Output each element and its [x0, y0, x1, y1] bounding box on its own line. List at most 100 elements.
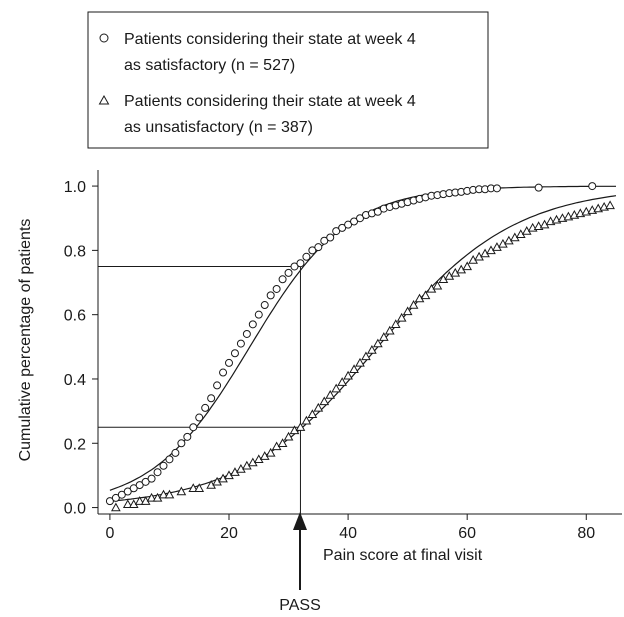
legend-entry-1-line-1: Patients considering their state at week…	[124, 31, 416, 48]
x-tick-label: 0	[105, 525, 114, 542]
legend-circle-marker	[99, 33, 109, 43]
circle-marker	[195, 413, 204, 422]
circle-marker	[254, 310, 263, 319]
triangle-marker	[122, 499, 133, 509]
circle-marker	[219, 368, 228, 377]
axes: 0 20 40 60 80 0.0 0.2 0.4 0.6 0.8 1.0	[64, 170, 622, 542]
legend-entry-2-line-2: as unsatisfactory (n = 387)	[124, 119, 313, 136]
circle-marker	[272, 284, 281, 293]
triangle-marker	[188, 483, 199, 492]
triangle-marker	[295, 422, 306, 431]
circle-marker	[207, 394, 216, 403]
circle-marker	[326, 233, 335, 242]
circle-marker	[225, 358, 233, 367]
pass-arrow-head	[293, 512, 307, 530]
circle-marker	[117, 490, 126, 499]
fit-curve-1	[109, 185, 616, 491]
triangle-marker	[432, 280, 443, 290]
circle-marker	[284, 268, 293, 277]
triangle-marker	[402, 306, 413, 316]
triangle-marker	[396, 312, 407, 322]
triangle-marker	[176, 486, 187, 496]
y-tick-label: 0.6	[64, 308, 86, 325]
circle-marker	[492, 184, 501, 193]
reference-lines	[98, 265, 301, 514]
fit-curve-2	[109, 195, 617, 502]
circle-marker	[534, 183, 543, 192]
triangle-marker	[462, 261, 473, 271]
circle-marker	[344, 220, 353, 229]
legend: Patients considering their state at week…	[87, 11, 489, 149]
triangle-marker	[343, 370, 353, 380]
triangle-marker	[390, 319, 401, 329]
triangle-marker	[313, 402, 324, 412]
triangle-marker	[158, 489, 169, 499]
circle-marker	[278, 275, 287, 284]
circle-marker	[242, 329, 251, 338]
triangle-marker	[194, 483, 205, 492]
data-markers	[105, 182, 615, 512]
triangle-marker	[605, 200, 615, 210]
circle-marker	[123, 487, 132, 496]
y-tick-label: 0.2	[64, 436, 86, 453]
triangle-marker	[265, 447, 276, 457]
circle-marker	[153, 468, 162, 477]
circle-marker	[165, 455, 174, 464]
circle-marker	[308, 246, 317, 255]
circle-marker	[183, 432, 192, 441]
y-tick-label: 0.0	[64, 501, 86, 518]
circle-marker	[236, 339, 245, 348]
circle-marker	[129, 484, 138, 493]
triangle-marker	[164, 489, 175, 499]
circle-marker	[159, 461, 168, 470]
circle-marker	[111, 493, 120, 502]
circle-marker	[201, 403, 210, 412]
triangle-marker	[146, 492, 157, 502]
triangle-marker	[355, 357, 365, 367]
x-tick-label: 60	[458, 525, 476, 542]
circle-marker	[373, 207, 382, 216]
circle-marker	[135, 481, 144, 490]
circle-marker	[320, 236, 329, 245]
circle-marker	[171, 448, 180, 457]
circle-marker	[105, 497, 114, 506]
circle-marker	[266, 291, 275, 300]
legend-entry-2-line-1: Patients considering their state at week…	[124, 93, 416, 110]
circle-marker	[147, 474, 156, 483]
fitted-curves	[109, 185, 617, 502]
triangle-marker	[367, 345, 377, 354]
circle-marker	[230, 349, 239, 358]
triangle-marker	[361, 351, 371, 361]
triangle-marker	[331, 383, 342, 393]
triangle-marker	[301, 415, 312, 425]
legend-entry-1-line-2: as satisfactory (n = 527)	[124, 57, 295, 74]
circle-marker	[290, 262, 299, 271]
circle-marker	[588, 182, 597, 191]
circle-marker	[141, 477, 150, 486]
x-tick-label: 20	[220, 525, 238, 542]
circle-marker	[350, 217, 359, 226]
x-axis-label: Pain score at final visit	[323, 547, 483, 564]
circle-marker	[260, 301, 269, 310]
triangle-marker	[384, 325, 395, 335]
circle-marker	[189, 423, 198, 432]
y-tick-label: 0.4	[64, 372, 86, 389]
triangle-marker	[325, 390, 336, 399]
circle-marker	[332, 227, 341, 236]
triangle-marker	[408, 299, 419, 309]
x-tick-label: 80	[577, 525, 595, 542]
y-axis-label: Cumulative percentage of patients	[17, 219, 34, 462]
x-tick-label: 40	[339, 525, 357, 542]
triangle-marker	[378, 332, 389, 341]
triangle-marker	[337, 377, 347, 386]
legend-triangle-marker	[98, 94, 110, 105]
legend-box	[87, 11, 489, 149]
circle-marker	[177, 439, 186, 448]
circle-marker	[296, 259, 305, 268]
triangle-marker	[307, 409, 318, 419]
triangle-marker	[420, 290, 431, 300]
y-tick-label: 1.0	[64, 179, 86, 196]
triangle-marker	[134, 496, 145, 505]
triangle-marker	[349, 364, 359, 374]
